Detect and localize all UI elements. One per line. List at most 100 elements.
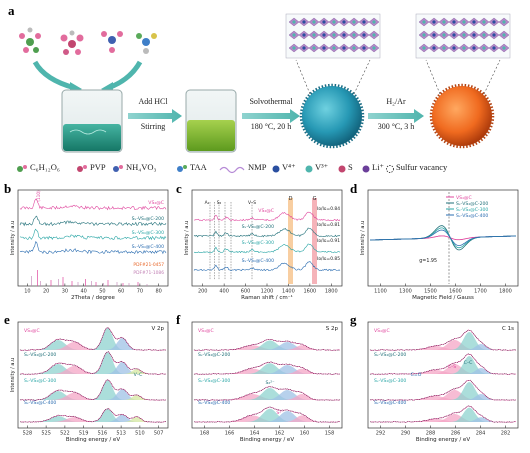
xps-s2p-tick-label: 164	[250, 431, 260, 437]
vanadium-atom	[452, 20, 456, 24]
legend-nmp: NMP	[248, 162, 267, 172]
vanadium-atom	[332, 20, 336, 24]
vanadium-atom	[342, 46, 346, 50]
epr-xlabel: Magnetic Field / Gauss	[412, 295, 474, 301]
vanadium-atom	[362, 46, 366, 50]
raman-tick-label: 1200	[261, 289, 274, 295]
xps-c1s-fit-peak	[370, 414, 516, 422]
raman-band-vs: V–S	[248, 200, 256, 206]
xps-v2p-envelope	[19, 327, 167, 351]
vanadium-atom	[312, 46, 316, 50]
epr-tick-label: 1700	[474, 289, 487, 295]
vanadium-atom	[502, 46, 506, 50]
xps-v2p-fit-peak	[20, 416, 166, 422]
xps-s2p-series-label: Sᵥ-VS₄@C-200	[198, 352, 230, 358]
vanadium-atom	[292, 33, 296, 37]
vanadium-atom	[472, 33, 476, 37]
vanadium-atom	[302, 33, 306, 37]
xps-v2p-title: V 2p	[151, 326, 164, 332]
xrd-tick-label: 80	[155, 289, 161, 295]
xps-s2p-frame	[191, 321, 343, 429]
legend-taa: TAA	[190, 162, 207, 172]
xrd-series-line	[19, 241, 167, 255]
vanadium-atom	[352, 46, 356, 50]
epr-ylabel: Intensity / a.u	[360, 221, 366, 255]
xps-v2p-fit-peak	[20, 362, 166, 374]
vanadium-atom	[472, 46, 476, 50]
xps-s2p-fit-peak	[194, 415, 340, 422]
panel-a-letter: a	[8, 3, 15, 18]
vanadium-atom	[342, 33, 346, 37]
xps-s2p-peak2-label: S²⁻	[276, 410, 284, 416]
legend-s: S	[348, 162, 353, 172]
xps-c1s-tick-label: 290	[401, 431, 411, 437]
xps-s2p-fit-peak	[194, 345, 340, 350]
vanadium-atom	[482, 20, 486, 24]
epr-tick-label: 1800	[499, 289, 512, 295]
xps-c1s-fit-peak	[370, 394, 516, 400]
xps-v2p-tick-label: 513	[116, 431, 126, 437]
xrd-tick-label: 20	[43, 289, 49, 295]
xps-v2p-fit-peak	[20, 408, 166, 422]
xrd-tick-label: 50	[99, 289, 105, 295]
vanadium-atom	[292, 46, 296, 50]
legend-v4: V⁴⁺	[282, 162, 296, 172]
xps-c1s-raw-data	[369, 353, 517, 375]
xrd-tick-label: 60	[118, 289, 124, 295]
legend-v3: V³⁺	[315, 162, 329, 172]
raman-ratio-label: Iᴅ/Iɢ=0.81	[317, 222, 340, 228]
raman-series-label: Sᵥ-VS₄@C-200	[242, 224, 274, 230]
xps-c1s-series-label: Sᵥ-VS₄@C-200	[374, 352, 406, 358]
xps-s2p-fit-peak	[194, 394, 340, 400]
raman-series-line	[193, 227, 341, 238]
legend-vacancy: Sulfur vacancy	[396, 162, 448, 172]
xps-v2p-raw-data	[20, 408, 167, 423]
xps-c1s-fit-peak	[370, 417, 516, 422]
vanadium-atom	[322, 20, 326, 24]
sv-vs4-sphere-icon	[429, 83, 495, 149]
raman-tick-label: 1800	[325, 289, 338, 295]
epr-tick-label: 1600	[449, 289, 462, 295]
legend-pvp: PVP	[90, 162, 106, 172]
xps-s2p-tick-label: 162	[275, 431, 285, 437]
step2-top-label: Solvothermal	[249, 97, 293, 106]
xrd-tick-label: 70	[137, 289, 143, 295]
panel-c-letter: c	[176, 181, 182, 196]
vanadium-atom	[432, 46, 436, 50]
panel-f-xps-s2p-chart: 168 166 164 162 160 158 Binding energy / eV S 2…	[191, 321, 343, 443]
raman-tick-label: 1600	[303, 289, 316, 295]
vanadium-atom	[372, 46, 376, 50]
raman-series-line	[193, 260, 341, 272]
xps-s2p-fit-peak	[194, 408, 340, 422]
xps-c1s-peak3-label: C–S	[448, 364, 457, 370]
xrd-pdf2-label: PDF#71-1086	[133, 270, 164, 276]
vanadium-atom	[462, 46, 466, 50]
raman-tick-label: 600	[241, 289, 251, 295]
xps-v2p-fit-peak	[20, 364, 166, 374]
step1-top-label: Add HCl	[138, 97, 168, 106]
xrd-pdf1-label: PDF#21-0457	[133, 262, 164, 268]
xps-c1s-frame	[367, 321, 519, 429]
xps-c1s-series-label: Sᵥ-VS₄@C-300	[374, 378, 406, 384]
panel-g-letter: g	[350, 312, 357, 327]
xps-c1s-envelope	[370, 405, 517, 423]
xrd-series-label: VS₄@C	[148, 200, 164, 206]
vanadium-atom	[362, 20, 366, 24]
epr-tick-label: 1100	[374, 289, 387, 295]
xps-s2p-xlabel: Binding energy / eV	[240, 437, 294, 443]
raman-d-label: D	[289, 196, 293, 202]
xps-s2p-series-label: Sᵥ-VS₄@C-300	[198, 378, 230, 384]
panel-d-epr-chart: 1100 1300 1500 1600 1700 1800 Magnetic Field /…	[360, 189, 519, 301]
vs4-sphere-icon	[299, 83, 365, 149]
beaker-1-icon	[61, 89, 123, 153]
xps-s2p-fit-peak	[194, 363, 340, 374]
xrd-series-line	[19, 198, 167, 211]
raman-series-line	[193, 211, 341, 222]
xps-s2p-peak1-label: S₂²⁻	[265, 380, 275, 386]
xps-c1s-tick-label: 282	[501, 431, 511, 437]
vanadium-atom	[332, 46, 336, 50]
xps-v2p-tick-label: 516	[98, 431, 108, 437]
epr-legend-label: Sᵥ-VS₄@C-200	[456, 201, 488, 207]
xps-c1s-raw-data	[369, 329, 517, 351]
